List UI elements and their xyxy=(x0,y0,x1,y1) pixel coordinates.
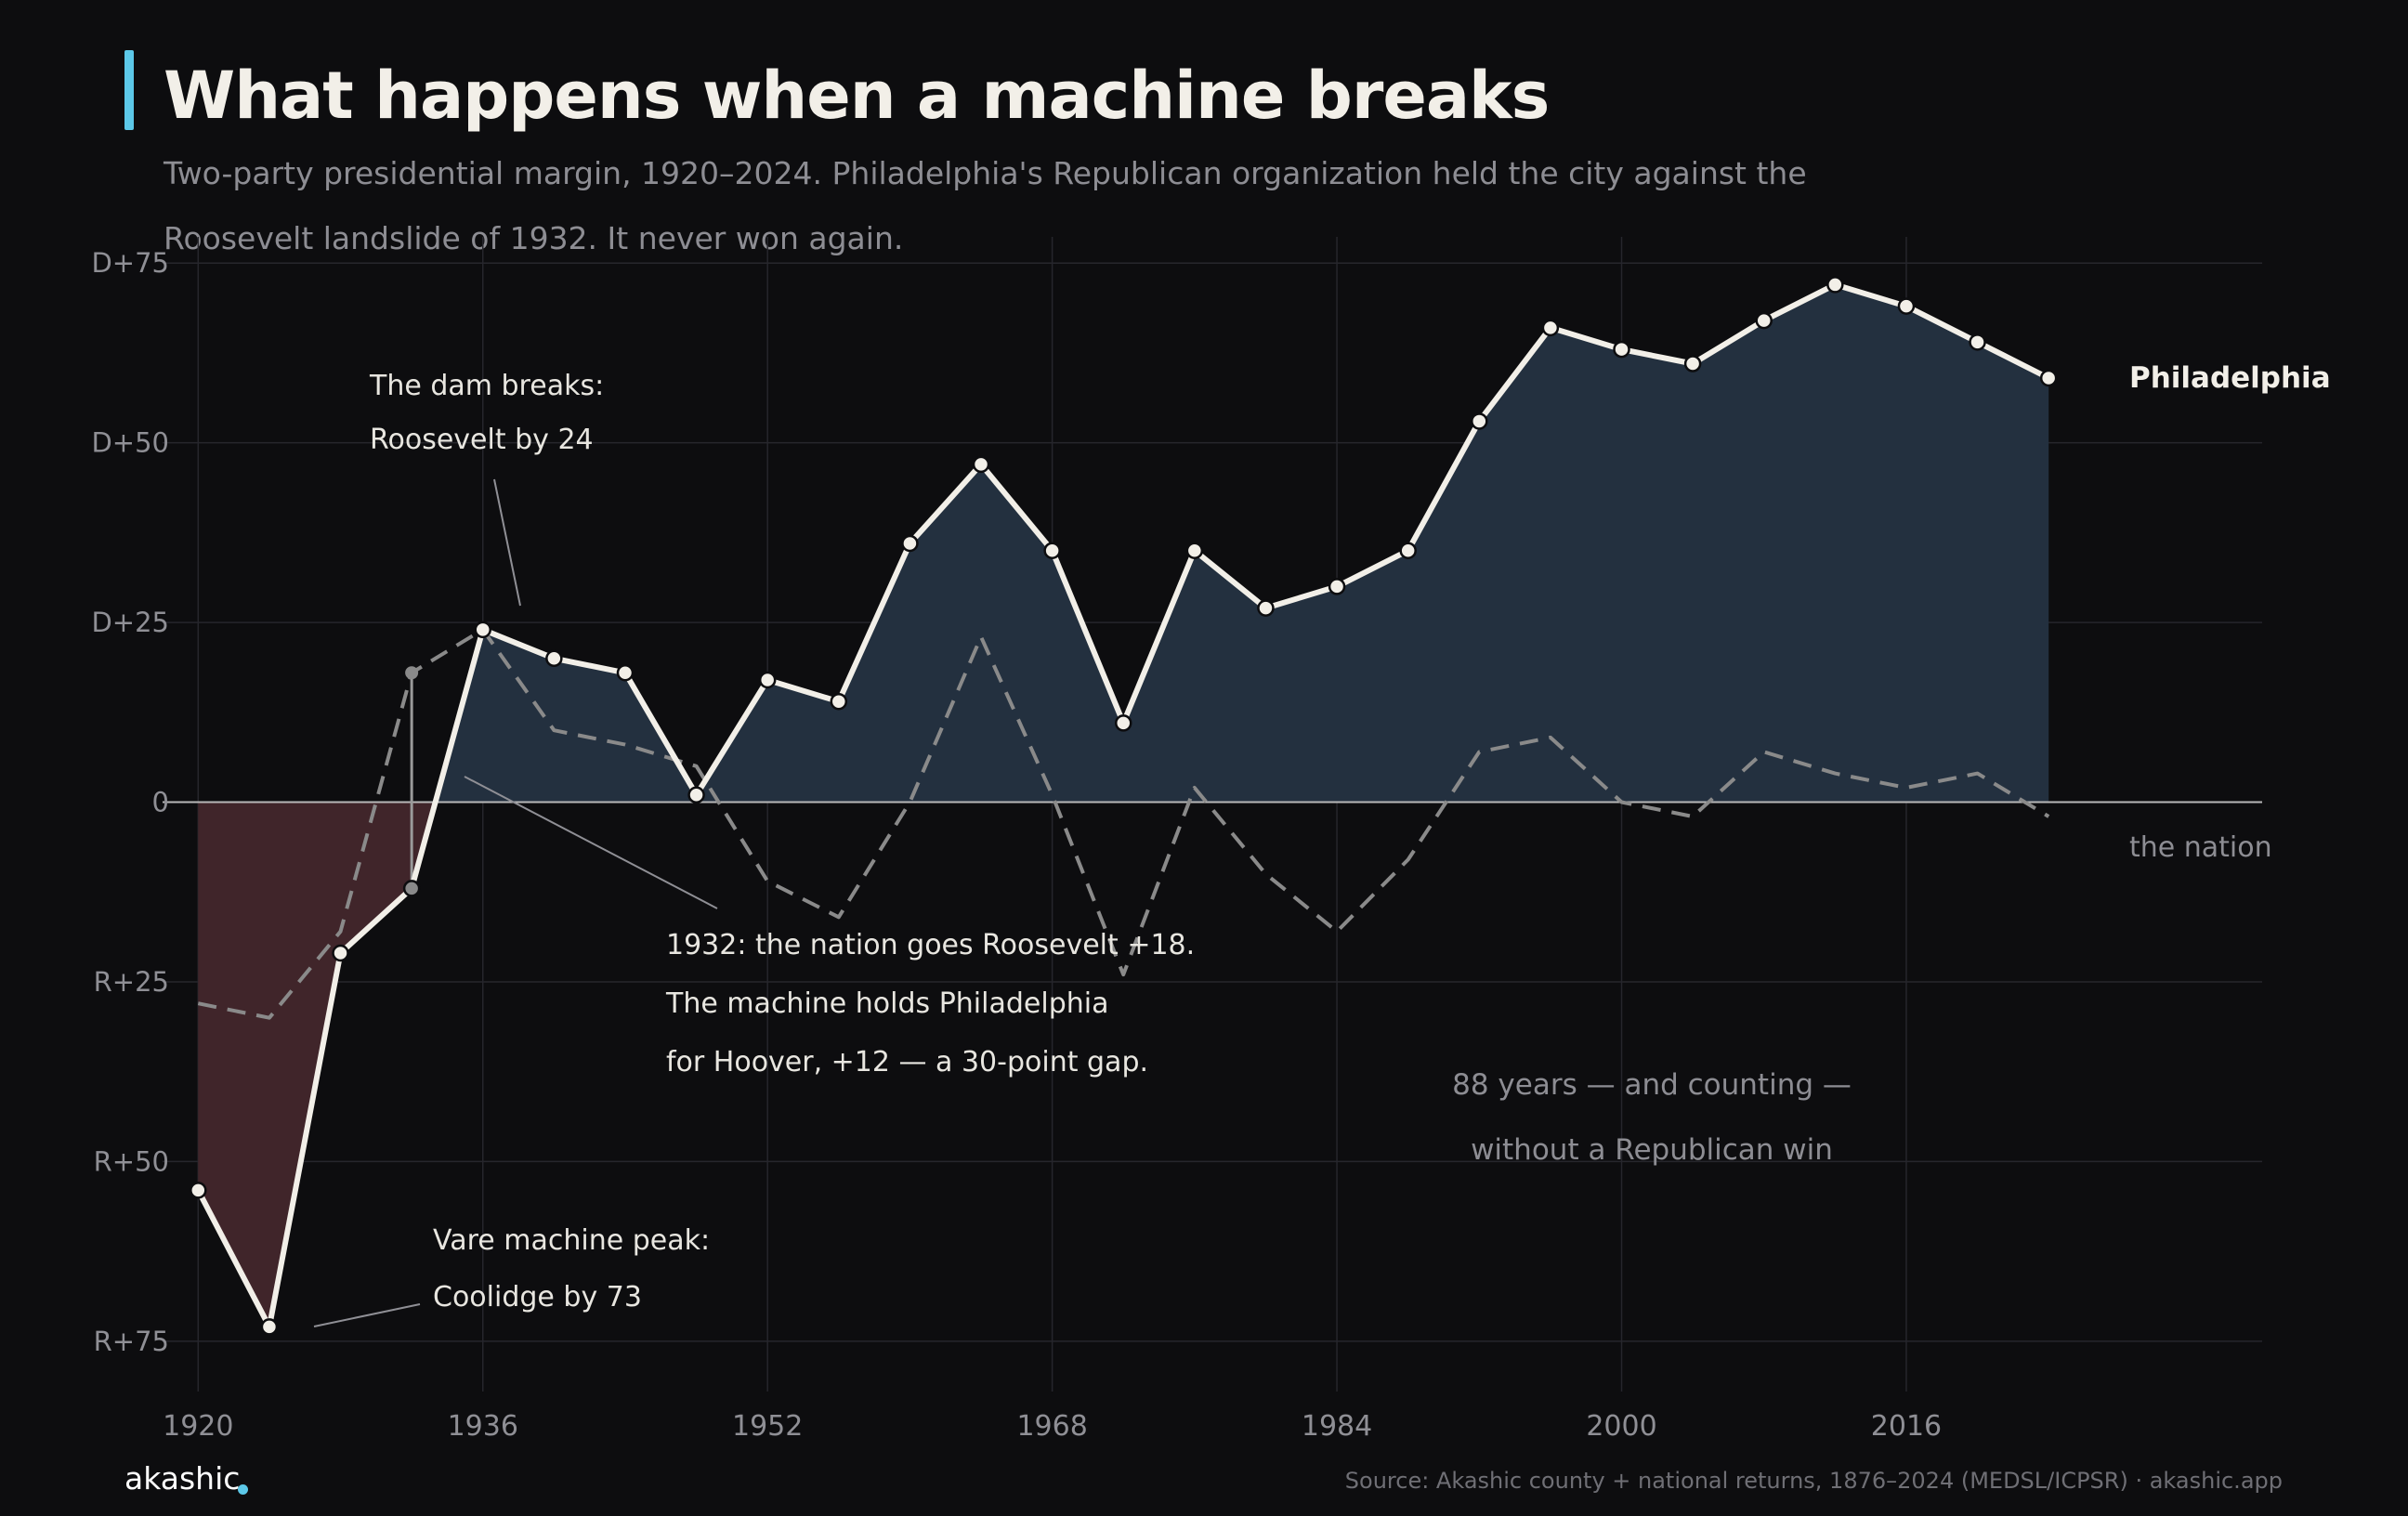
series-label-philadelphia: Philadelphia xyxy=(2129,361,2331,395)
leader-dam-breaks xyxy=(493,478,521,607)
x-tick-label: 1952 xyxy=(732,1410,803,1443)
y-tick-label: 0 xyxy=(152,787,169,818)
philadelphia-point xyxy=(1826,276,1844,294)
philadelphia-point xyxy=(758,671,777,689)
annotation-line: The machine holds Philadelphia xyxy=(665,987,1108,1020)
philadelphia-point xyxy=(687,786,705,804)
brand-logo: akashic xyxy=(124,1460,241,1496)
philadelphia-point xyxy=(1471,412,1488,430)
series-label-nation: the nation xyxy=(2129,831,2272,864)
y-tick-label: D+25 xyxy=(91,607,169,638)
philadelphia-point xyxy=(1613,340,1630,359)
philadelphia-point xyxy=(190,1182,207,1199)
annotation-line: 1932: the nation goes Roosevelt +18. xyxy=(666,929,1195,961)
national-point-1932 xyxy=(405,666,419,680)
philadelphia-point xyxy=(1399,542,1417,559)
annotation-line: for Hoover, +12 — a 30-point gap. xyxy=(666,1046,1148,1078)
source-note: Source: Akashic county + national return… xyxy=(1344,1468,2283,1494)
x-tick-label: 1936 xyxy=(448,1410,518,1443)
leader-1932 xyxy=(464,776,718,909)
annotation-line: Coolidge by 73 xyxy=(433,1281,642,1313)
gap-bracket-1932 xyxy=(405,666,419,889)
philadelphia-point xyxy=(1969,333,1986,351)
philadelphia-point xyxy=(545,649,563,668)
national-line xyxy=(197,627,2050,1020)
x-tick-label: 1920 xyxy=(163,1410,233,1443)
y-tick-label: R+75 xyxy=(94,1326,169,1357)
philadelphia-point xyxy=(972,455,990,474)
philadelphia-series xyxy=(190,276,2058,1336)
x-tick-label: 1984 xyxy=(1302,1410,1372,1443)
leader-vare xyxy=(313,1303,421,1327)
y-tick-label: D+75 xyxy=(91,247,169,279)
philadelphia-point xyxy=(332,944,349,962)
x-tick-label: 2000 xyxy=(1586,1410,1656,1443)
annotation-leaders xyxy=(313,478,718,1327)
philadelphia-point xyxy=(616,664,635,682)
series-labels: Philadelphia the nation xyxy=(2129,361,2331,864)
philadelphia-point xyxy=(1897,297,1916,315)
philadelphia-point xyxy=(830,692,848,711)
philadelphia-point xyxy=(1755,311,1773,330)
title-accent-bar xyxy=(124,50,134,130)
annotation-line: The dam breaks: xyxy=(369,370,604,402)
philadelphia-point xyxy=(1043,542,1061,559)
philadelphia-point xyxy=(1185,542,1204,559)
annotation-line: Roosevelt by 24 xyxy=(370,424,594,456)
philadelphia-point xyxy=(1328,578,1346,595)
philadelphia-point xyxy=(901,534,919,553)
annotations: The dam breaks: Roosevelt by 24 1932: the … xyxy=(369,370,1852,1313)
national-series xyxy=(197,627,2050,1020)
philadelphia-point xyxy=(1257,599,1275,617)
philadelphia-point xyxy=(1683,355,1702,372)
chart-title: What happens when a machine breaks xyxy=(164,58,1550,134)
axis-tick-labels: D+75 D+50 D+25 0 R+25 R+50 R+75 1920 1936 1952 196… xyxy=(91,247,1942,1443)
philadelphia-point xyxy=(1114,714,1132,732)
philadelphia-point xyxy=(402,880,421,897)
dem-area xyxy=(435,284,2049,803)
philadelphia-point xyxy=(1541,319,1560,337)
brand-dot xyxy=(238,1484,248,1495)
y-tick-label: R+50 xyxy=(94,1145,169,1177)
y-tick-label: R+25 xyxy=(94,966,169,998)
annotation-line: 88 years — and counting — xyxy=(1452,1068,1852,1102)
x-tick-label: 1968 xyxy=(1016,1410,1087,1443)
chart-subtitle: Two-party presidential margin, 1920–2024… xyxy=(164,155,1807,256)
philadelphia-point xyxy=(260,1318,279,1336)
philadelphia-point xyxy=(474,621,491,639)
annotation-line: without a Republican win xyxy=(1471,1133,1833,1167)
y-tick-label: D+50 xyxy=(91,427,169,459)
x-tick-label: 2016 xyxy=(1871,1410,1942,1443)
annotation-line: Vare machine peak: xyxy=(433,1224,710,1257)
philadelphia-point xyxy=(2039,369,2058,387)
